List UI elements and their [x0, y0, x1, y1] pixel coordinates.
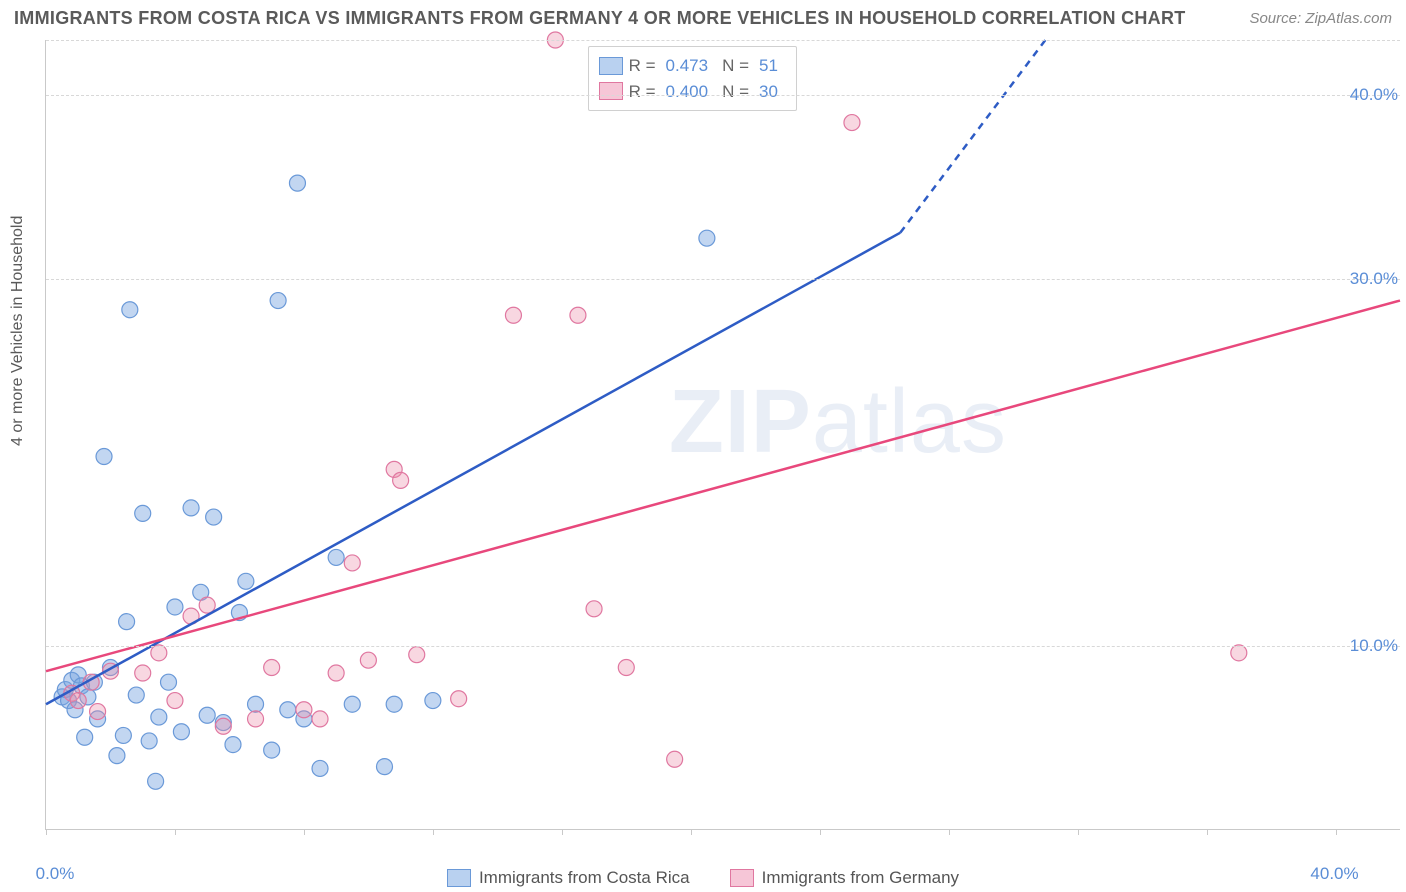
- chart-plot-area: ZIPatlas R = 0.473 N = 51 R = 0.400 N = …: [45, 40, 1400, 830]
- source-attribution: Source: ZipAtlas.com: [1249, 10, 1392, 27]
- y-tick-label: 10.0%: [1350, 636, 1398, 656]
- stats-row-costa-rica: R = 0.473 N = 51: [599, 53, 786, 79]
- r-value-germany: 0.400: [666, 79, 709, 105]
- n-value-costa-rica: 51: [759, 53, 778, 79]
- title-bar: IMMIGRANTS FROM COSTA RICA VS IMMIGRANTS…: [0, 0, 1406, 35]
- swatch-costa-rica-icon: [447, 869, 471, 887]
- r-value-costa-rica: 0.473: [666, 53, 709, 79]
- bottom-legend: Immigrants from Costa Rica Immigrants fr…: [0, 868, 1406, 888]
- y-tick-label: 40.0%: [1350, 85, 1398, 105]
- y-axis-label: 4 or more Vehicles in Household: [9, 216, 27, 446]
- legend-item-germany: Immigrants from Germany: [730, 868, 959, 888]
- stats-legend: R = 0.473 N = 51 R = 0.400 N = 30: [588, 46, 797, 111]
- n-value-germany: 30: [759, 79, 778, 105]
- swatch-germany: [599, 82, 623, 100]
- x-tick-label-left: 0.0%: [36, 864, 75, 884]
- swatch-costa-rica: [599, 57, 623, 75]
- legend-item-costa-rica: Immigrants from Costa Rica: [447, 868, 690, 888]
- x-tick-label-right: 40.0%: [1310, 864, 1358, 884]
- chart-title: IMMIGRANTS FROM COSTA RICA VS IMMIGRANTS…: [14, 8, 1186, 29]
- swatch-germany-icon: [730, 869, 754, 887]
- stats-row-germany: R = 0.400 N = 30: [599, 79, 786, 105]
- y-tick-label: 30.0%: [1350, 269, 1398, 289]
- scatter-plot-svg: [46, 40, 1400, 829]
